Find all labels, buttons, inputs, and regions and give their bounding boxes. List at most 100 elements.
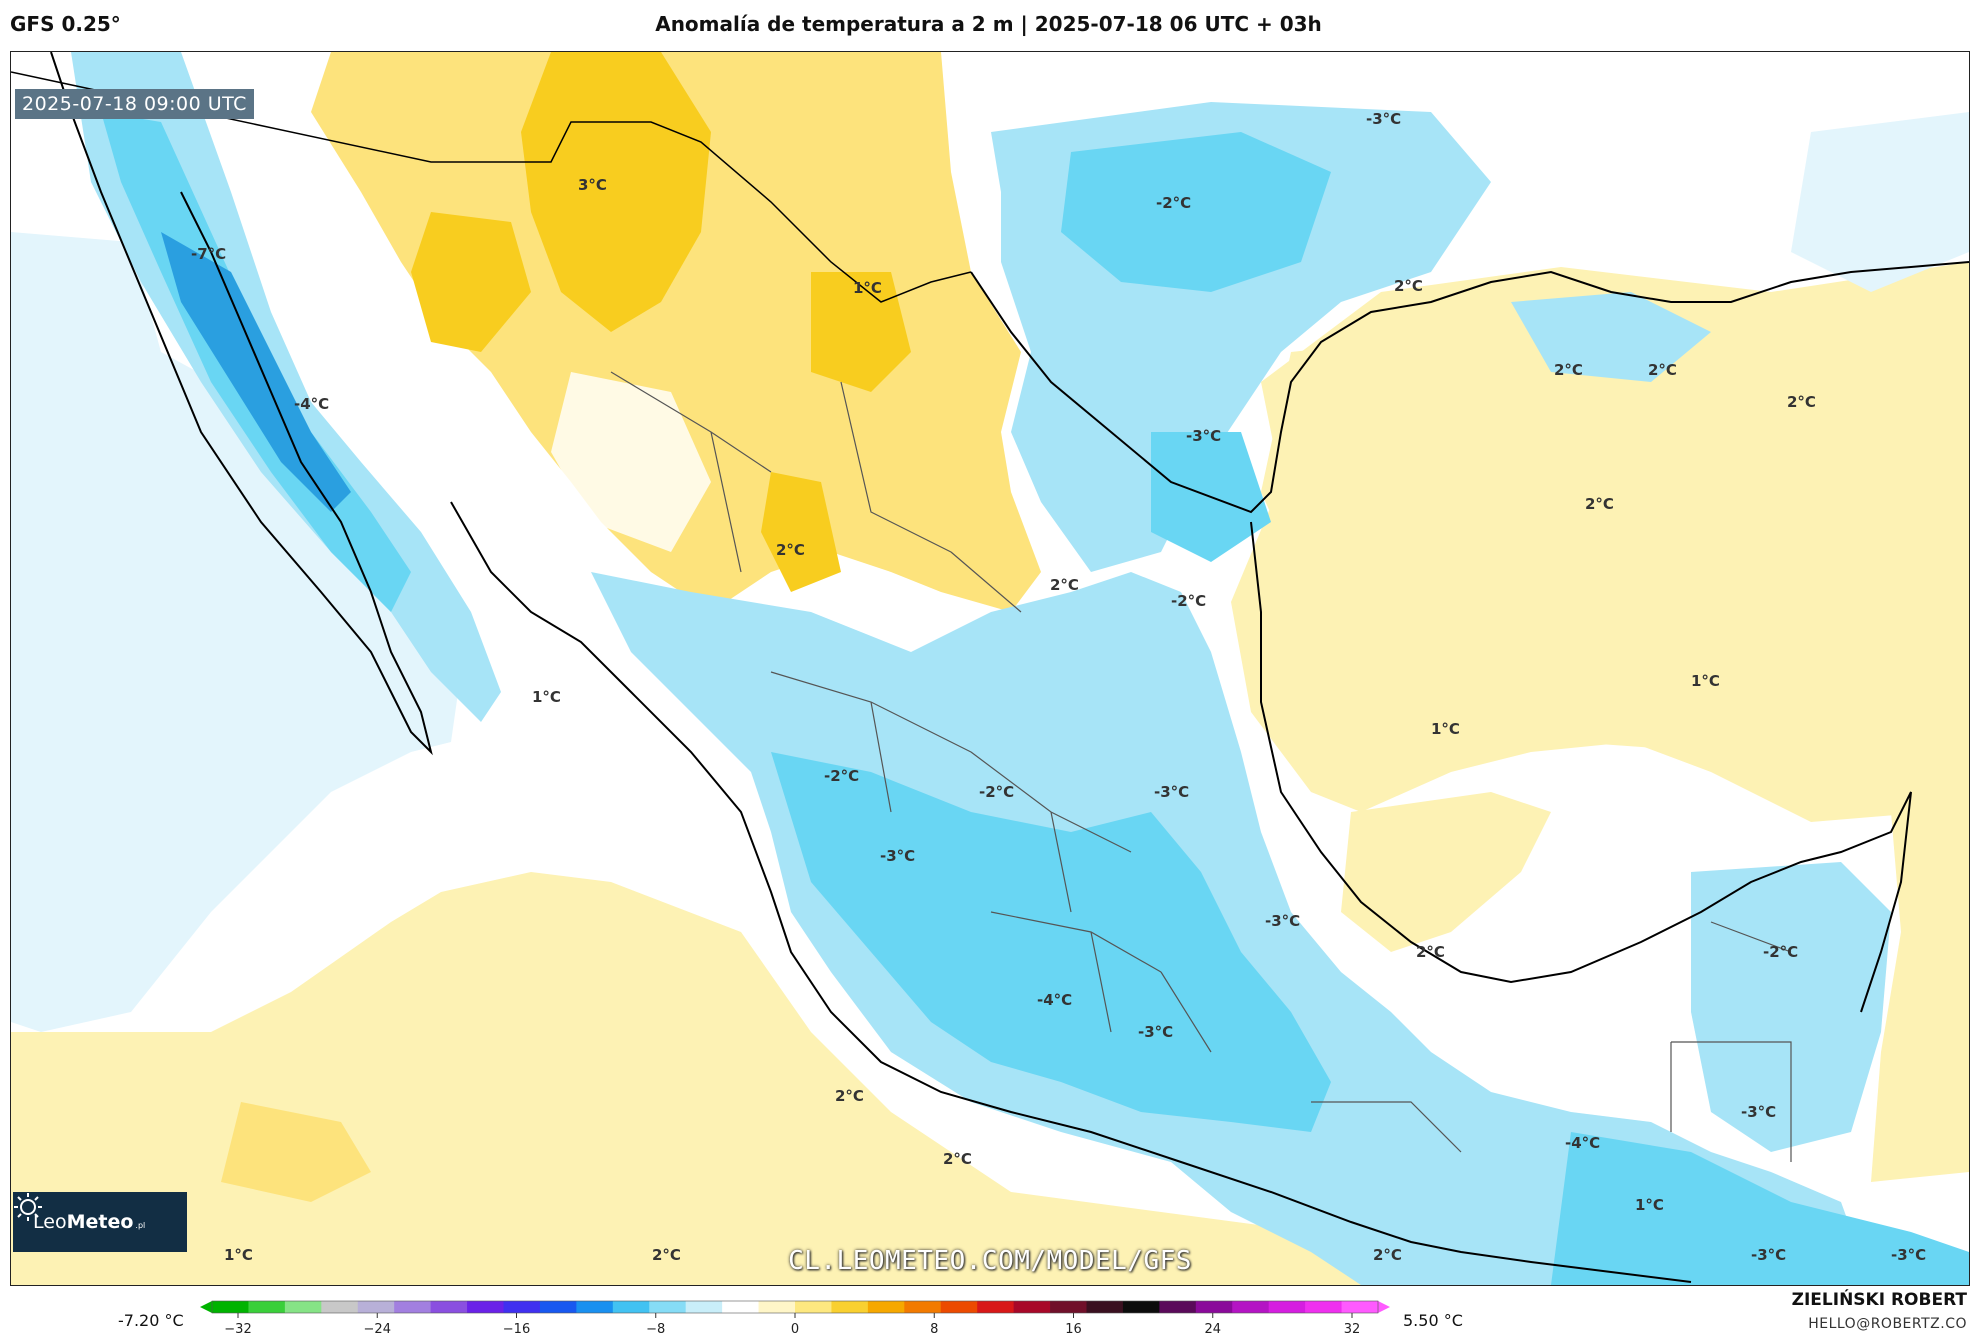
colorbar-swatch	[503, 1301, 541, 1313]
cool-yucatan	[1691, 862, 1891, 1152]
contour-label: -3°C	[1891, 1246, 1927, 1264]
contour-label: 1°C	[1431, 720, 1460, 738]
colorbar-swatch	[867, 1301, 905, 1313]
colorbar-swatch	[649, 1301, 687, 1313]
cool-mexico	[591, 572, 1871, 1285]
contour-label: 1°C	[532, 688, 561, 706]
logo-tld: .pl	[135, 1220, 146, 1230]
colorbar-max-arrow	[1378, 1301, 1390, 1313]
contour-label: -2°C	[1171, 592, 1207, 610]
colorbar-swatch	[1268, 1301, 1306, 1313]
warm-core-north-4	[761, 472, 841, 592]
contour-label: -4°C	[1037, 991, 1073, 1009]
source-watermark: CL.LEOMETEO.COM/MODEL/GFS	[788, 1246, 1192, 1276]
contour-label: 1°C	[224, 1246, 253, 1264]
colorbar-min-arrow	[200, 1301, 212, 1313]
state-borders	[610, 371, 1792, 1162]
contour-label: 3°C	[578, 176, 607, 194]
contour-label: 2°C	[1416, 943, 1445, 961]
colorbar-swatch	[831, 1301, 869, 1313]
contour-label: -7°C	[191, 245, 227, 263]
colorbar-swatch	[1086, 1301, 1124, 1313]
colorbar-tick-label: 32	[1343, 1322, 1361, 1337]
contour-label: 2°C	[1787, 393, 1816, 411]
contour-label: -3°C	[880, 847, 916, 865]
colorbar-swatch	[248, 1301, 286, 1313]
contour-label: 1°C	[1635, 1196, 1664, 1214]
contour-label: -4°C	[294, 395, 330, 413]
colorbar-swatch	[467, 1301, 504, 1313]
neutral-us	[551, 372, 711, 552]
colorbar-swatch	[1050, 1301, 1087, 1313]
warm-pacific-pool-2	[221, 1102, 371, 1202]
valid-time-badge: 2025-07-18 09:00 UTC	[15, 89, 254, 119]
colorbar-tick-label: −8	[646, 1322, 666, 1337]
contour-label: 2°C	[835, 1087, 864, 1105]
colorbar-swatch	[1232, 1301, 1270, 1313]
contour-label: -2°C	[824, 767, 860, 785]
cool-east	[1791, 112, 1969, 292]
coastline-gulf	[970, 261, 1969, 1013]
contour-label: 2°C	[943, 1150, 972, 1168]
leometeo-logo[interactable]: LeoMeteo .pl	[13, 1192, 187, 1252]
cold-core-baja	[161, 232, 351, 512]
cool-texas-core	[1061, 132, 1331, 292]
contour-label: -2°C	[1156, 194, 1192, 212]
colorbar-swatch	[576, 1301, 614, 1313]
model-name: GFS 0.25°	[10, 12, 121, 36]
colorbar-swatch	[795, 1301, 832, 1313]
warm-land-north	[311, 52, 1041, 612]
cool-guatemala	[1551, 1132, 1969, 1285]
colorbar-swatch	[394, 1301, 432, 1313]
cool-gulf-patch	[1511, 292, 1711, 382]
colorbar-tick-label: 24	[1204, 1322, 1222, 1337]
contour-label: 2°C	[1554, 361, 1583, 379]
colorbar-swatch	[430, 1301, 468, 1313]
cool-pale-pacific	[11, 232, 461, 1032]
contour-label: -3°C	[1138, 1023, 1174, 1041]
colorbar-swatch	[1122, 1301, 1160, 1313]
contour-label: 2°C	[1373, 1246, 1402, 1264]
warm-gulf-2	[1341, 792, 1551, 952]
sun-icon	[14, 1193, 42, 1221]
warm-core-north-3	[811, 272, 911, 392]
contour-label: -3°C	[1741, 1103, 1777, 1121]
contour-label: -2°C	[1763, 943, 1799, 961]
contour-label: 2°C	[776, 541, 805, 559]
colorbar-tick-label: 0	[790, 1322, 800, 1337]
contour-label: 1°C	[1691, 672, 1720, 690]
colorbar-swatch	[904, 1301, 942, 1313]
contour-label: -3°C	[1366, 110, 1402, 128]
contour-label: 2°C	[1394, 277, 1423, 295]
contour-label: 2°C	[1648, 361, 1677, 379]
colorbar-swatch	[1159, 1301, 1197, 1313]
contour-label: -3°C	[1751, 1246, 1787, 1264]
colorbar-swatch	[722, 1301, 760, 1313]
author-email[interactable]: HELLO@ROBERTZ.CO	[1808, 1316, 1967, 1332]
warm-caribbean	[1871, 802, 1969, 1182]
colorbar-tick-label: −24	[363, 1322, 391, 1337]
contour-label: -3°C	[1265, 912, 1301, 930]
colorbar-tick-label: −32	[224, 1322, 252, 1337]
colorbar-swatch	[321, 1301, 359, 1313]
author-name: ZIELIŃSKI ROBERT	[1791, 1290, 1967, 1310]
colorbar-min-label: -7.20 °C	[118, 1311, 184, 1330]
colorbar-swatch	[1341, 1301, 1379, 1313]
colorbar-swatch	[685, 1301, 723, 1313]
colorbar-swatch	[758, 1301, 796, 1313]
colorbar-swatch	[212, 1301, 249, 1313]
colorbar-swatch	[612, 1301, 650, 1313]
contour-label: -4°C	[1565, 1134, 1601, 1152]
colorbar-swatch	[1195, 1301, 1233, 1313]
colorbar-swatch	[940, 1301, 978, 1313]
anomaly-field	[11, 52, 1969, 1285]
colorbar-max-label: 5.50 °C	[1403, 1311, 1463, 1330]
map-panel[interactable]: 2025-07-18 09:00 UTC 3°C -3°C -2°C -7°C …	[10, 51, 1970, 1286]
contour-label: 1°C	[853, 279, 882, 297]
contour-label: 2°C	[1585, 495, 1614, 513]
us-border	[11, 71, 972, 303]
colorbar-tick-label: 8	[930, 1322, 939, 1337]
contour-label: 2°C	[1050, 576, 1079, 594]
warm-core-north-2	[411, 212, 531, 352]
contour-label: -3°C	[1154, 783, 1190, 801]
